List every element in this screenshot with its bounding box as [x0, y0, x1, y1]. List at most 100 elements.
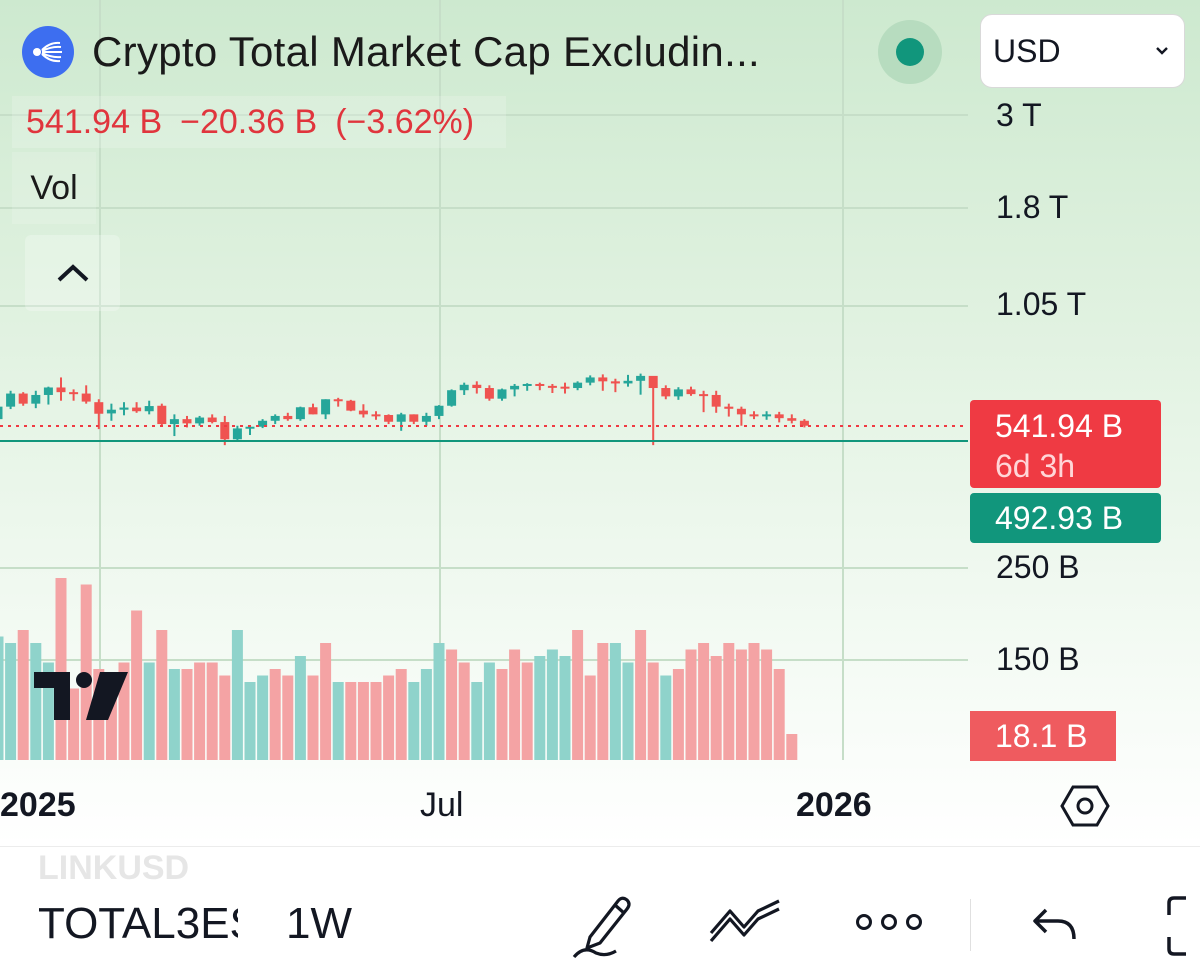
market-status-indicator[interactable]	[878, 20, 942, 84]
volume-bar	[282, 675, 294, 760]
volume-bar	[584, 675, 596, 760]
volume-bar	[698, 643, 710, 760]
volume-bar	[773, 669, 785, 760]
volume-value-tag: 18.1 B	[970, 711, 1116, 761]
logo-icon	[22, 26, 74, 78]
currency-select[interactable]: USD	[980, 14, 1185, 88]
volume-indicator-label[interactable]: Vol	[12, 152, 96, 224]
candle-body	[346, 400, 356, 411]
candle-body	[31, 394, 41, 404]
candle-body	[43, 387, 53, 395]
candle-body	[0, 406, 3, 420]
volume-bar	[534, 656, 546, 760]
candle-body	[547, 385, 557, 388]
price-axis-label: 1.05 T	[996, 286, 1087, 322]
candle-body	[610, 381, 620, 384]
volume-bar	[194, 662, 206, 760]
volume-bar	[80, 584, 92, 760]
interval-button[interactable]: 1W	[286, 899, 352, 948]
candle-body	[799, 420, 809, 426]
candle-body	[648, 375, 658, 389]
candle-body	[661, 388, 671, 397]
more-icon[interactable]	[855, 913, 923, 931]
volume-bar	[748, 643, 760, 760]
volume-bar	[181, 669, 193, 760]
candle-body	[283, 415, 293, 420]
candles	[0, 373, 809, 446]
settings-icon[interactable]	[1060, 783, 1110, 829]
volume-bar	[168, 669, 180, 760]
volume-bar	[370, 682, 382, 760]
currency-value: USD	[993, 32, 1061, 69]
volume-bar	[609, 643, 621, 760]
symbol-title[interactable]: Crypto Total Market Cap Excludin...	[92, 28, 761, 75]
volume-bar	[559, 656, 571, 760]
volume-bars	[0, 578, 798, 760]
time-axis-label: 2026	[796, 786, 872, 824]
candle-body	[573, 382, 583, 389]
tradingview-logo	[34, 672, 128, 720]
volume-bar	[647, 662, 659, 760]
price-axis-label: 3 T	[996, 97, 1042, 133]
fullscreen-icon[interactable]	[1166, 895, 1200, 957]
volume-bar	[0, 636, 4, 760]
indicators-icon[interactable]	[708, 895, 782, 945]
collapse-legend-button[interactable]	[25, 235, 120, 311]
candle-body	[69, 392, 79, 395]
volume-bar	[30, 643, 42, 760]
volume-bar	[294, 656, 306, 760]
candle-body	[321, 399, 331, 415]
volume-bar	[710, 656, 722, 760]
candle-body	[484, 388, 494, 399]
volume-bar	[786, 734, 798, 760]
last-price-tag-value: 541.94 B	[995, 408, 1124, 444]
candle-body	[396, 414, 406, 422]
price-axis-label: 150 B	[996, 641, 1080, 677]
candle-body	[510, 385, 520, 390]
candle-body	[673, 389, 683, 397]
volume-bar	[420, 669, 432, 760]
candle-body	[774, 414, 784, 419]
volume-bar	[55, 578, 67, 760]
symbol-button[interactable]: TOTAL3ES	[38, 899, 238, 948]
chevron-down-icon	[1156, 47, 1168, 55]
volume-bar	[572, 630, 584, 760]
volume-bar	[471, 682, 483, 760]
volume-bar	[395, 669, 407, 760]
volume-bar	[357, 682, 369, 760]
bottom-toolbar: LINKUSD TOTAL3ES 1W	[0, 846, 1200, 966]
draw-icon[interactable]	[570, 887, 636, 959]
price-change: −20.36 B	[180, 102, 318, 141]
volume-bar	[156, 630, 168, 760]
volume-bar	[383, 675, 395, 760]
candle-body	[585, 377, 595, 383]
candle-body	[270, 415, 280, 421]
candle-body	[699, 394, 709, 397]
price-axis-label: 250 B	[996, 549, 1080, 585]
candle-body	[94, 402, 104, 414]
candle-body	[232, 428, 242, 440]
undo-icon[interactable]	[1030, 905, 1080, 945]
candle-body	[6, 393, 16, 407]
volume-bar	[433, 643, 445, 760]
candle-body	[434, 405, 444, 416]
volume-bar	[307, 675, 319, 760]
price-axis-label: 1.8 T	[996, 189, 1069, 225]
candle-body	[409, 414, 419, 422]
volume-bar	[332, 682, 344, 760]
support-level-tag: 492.93 B	[970, 493, 1161, 543]
last-price: 541.94 B	[26, 102, 163, 141]
volume-bar	[723, 643, 735, 760]
candle-body	[598, 377, 608, 382]
volume-bar	[206, 662, 218, 760]
volume-bar	[597, 643, 609, 760]
grid-lines	[0, 0, 968, 760]
volume-bar	[685, 649, 697, 760]
volume-bar	[257, 675, 269, 760]
candle-body	[358, 410, 368, 415]
candle-body	[472, 384, 482, 389]
volume-bar	[458, 662, 470, 760]
volume-bar	[622, 662, 634, 760]
volume-bar	[42, 662, 54, 760]
volume-bar	[5, 643, 17, 760]
